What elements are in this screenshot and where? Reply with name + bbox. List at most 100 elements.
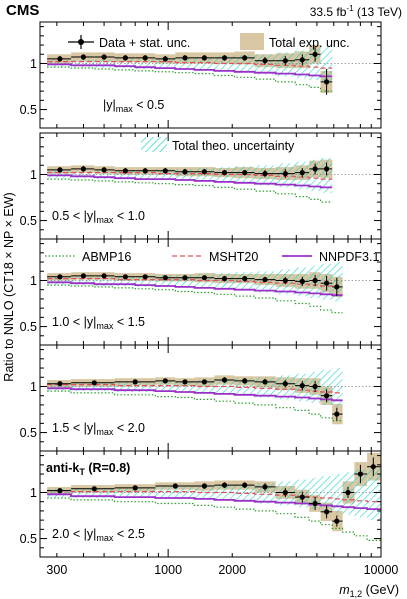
data-point (175, 168, 195, 175)
data-point (114, 168, 136, 174)
data-marker (172, 483, 178, 489)
data-marker (282, 489, 288, 496)
data-point (194, 275, 215, 281)
data-point (295, 491, 310, 503)
legend-msht: MSHT20 (172, 250, 258, 264)
nnpdf31-curve (47, 281, 343, 297)
data-marker (282, 277, 288, 284)
data-marker (312, 166, 318, 172)
data-marker (221, 482, 228, 488)
data-marker (101, 167, 107, 173)
data-point (254, 276, 276, 283)
data-point (254, 379, 276, 385)
data-point (342, 486, 355, 498)
abmp16-curve (47, 390, 343, 422)
data-marker (122, 55, 128, 61)
y-tick-label: 1 (30, 168, 37, 182)
theo-unc-band (175, 380, 195, 393)
data-point (275, 168, 296, 179)
rapidity-range-label: 1.0 < |y|max < 1.5 (52, 315, 145, 331)
algorithm-label: anti-kT (R=0.8) (46, 461, 130, 477)
ratio-panel-5: 0.5 1 2.0 < |y|max < 2.5 (20, 450, 382, 558)
legend-theo-label: Total theo. uncertainty (172, 139, 295, 153)
data-marker (201, 379, 207, 385)
data-marker (142, 274, 148, 280)
data-marker (242, 55, 248, 61)
data-point (254, 57, 276, 65)
nnpdf31-curve (47, 63, 333, 78)
legend-data-label: Data + stat. unc. (99, 36, 190, 50)
data-marker (91, 380, 97, 386)
theo-unc-band (332, 474, 343, 513)
theo-unc-band (309, 48, 321, 80)
y-tick-label: 0.5 (20, 214, 37, 228)
theo-unc-band (135, 275, 156, 287)
legend-abmp: ABMP16 (45, 250, 131, 264)
data-point (47, 56, 72, 62)
y-tick-label: 1 (30, 486, 37, 500)
data-point (309, 163, 321, 175)
msht20-curve (47, 490, 381, 503)
data-marker (221, 276, 228, 282)
msht20-curve (47, 172, 333, 180)
data-point (295, 276, 310, 286)
data-point (155, 483, 195, 489)
data-marker (242, 276, 248, 282)
data-point (234, 55, 255, 61)
data-marker (262, 379, 268, 385)
x-tick-label: 300 (46, 563, 67, 577)
msht20-curve (47, 384, 343, 394)
data-point (295, 168, 310, 178)
y-tick-label: 0.5 (20, 320, 37, 334)
data-marker (101, 273, 107, 279)
data-marker (242, 378, 248, 384)
data-point (94, 54, 115, 60)
data-marker (142, 168, 148, 174)
data-marker (221, 55, 228, 61)
data-marker (80, 54, 86, 60)
data-point (367, 457, 381, 476)
y-tick-label: 0.5 (20, 532, 37, 546)
data-marker (57, 274, 63, 280)
data-point (71, 486, 115, 492)
data-marker (299, 278, 305, 284)
ratio-panel-2: 0.5 1 0.5 < |y|max < 1.0 (20, 132, 382, 240)
theo-unc-band (194, 486, 215, 500)
data-marker (57, 167, 63, 173)
data-marker (182, 275, 188, 281)
theo-unc-band (155, 57, 176, 69)
data-marker (262, 277, 268, 283)
data-marker (132, 379, 138, 385)
theo-unc-band (332, 262, 343, 302)
data-marker (122, 168, 128, 174)
experiment-label: CMS (6, 2, 39, 19)
data-point (354, 464, 368, 484)
data-marker (312, 277, 318, 284)
ratio-panel-1: 0.5 1 |y|max < 0.5 (20, 21, 382, 129)
msht20-curve (47, 61, 333, 69)
data-marker (122, 274, 128, 280)
theo-unc-band (354, 469, 368, 518)
theo-unc-band (114, 487, 156, 498)
theo-unc-band (320, 46, 333, 82)
data-marker (80, 166, 86, 172)
data-marker (282, 381, 288, 387)
theo-unc-band (254, 483, 276, 504)
data-point (194, 379, 215, 385)
theo-unc-band (194, 380, 215, 394)
data-marker (142, 55, 148, 61)
theo-unc-band (114, 381, 156, 392)
data-marker (324, 393, 330, 399)
theo-unc-band (194, 57, 215, 71)
data-marker (334, 518, 340, 524)
data-marker (201, 169, 207, 175)
data-point (135, 274, 156, 280)
data-point (71, 166, 95, 172)
x-tick-label: 2000 (218, 563, 246, 577)
data-marker (282, 58, 288, 64)
legend-theo: Total theo. uncertainty (141, 137, 295, 153)
x-tick-label: 1000 (154, 563, 182, 577)
theo-unc-band (94, 170, 115, 180)
rapidity-range-label: 2.0 < |y|max < 2.5 (52, 527, 145, 543)
